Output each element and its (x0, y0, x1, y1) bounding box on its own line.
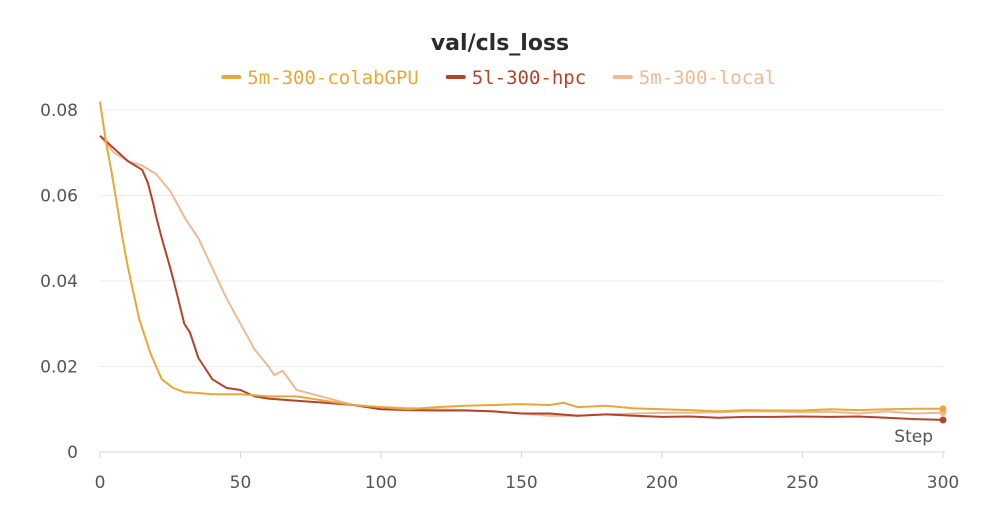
series-end-point (939, 405, 947, 413)
legend: 5m-300-colabGPU 5l-300-hpc 5m-300-local (221, 67, 776, 89)
x-tick-label: 200 (646, 473, 678, 493)
x-axis-label: Step (894, 427, 933, 447)
y-tick-label: 0.02 (40, 358, 78, 378)
series-line-5m-300-local (99, 135, 944, 417)
y-tick-label: 0.06 (40, 187, 78, 207)
x-tick-label: 150 (505, 473, 537, 493)
y-tick-label: 0.08 (40, 101, 78, 121)
series-line-5m-300-colabGPU (99, 101, 943, 413)
legend-label: 5m-300-local (639, 67, 776, 89)
y-axis-ticks: 0 0.02 0.04 0.06 0.08 (40, 101, 78, 463)
y-tick-label: 0 (67, 443, 78, 463)
x-tick-label: 0 (95, 473, 106, 493)
chart-title: val/cls_loss (431, 31, 569, 56)
series-line-5l-300-hpc (99, 134, 944, 421)
legend-label: 5l-300-hpc (472, 67, 586, 89)
series-end-point (939, 416, 947, 424)
grid-lines (100, 109, 943, 367)
x-tick-label: 100 (365, 473, 397, 493)
x-tick-label: 300 (927, 473, 959, 493)
x-tick-label: 50 (230, 473, 252, 493)
x-axis-ticks: 0 50 100 150 200 250 300 (95, 452, 959, 493)
series-lines (99, 101, 947, 424)
x-tick-label: 250 (786, 473, 818, 493)
legend-label: 5m-300-colabGPU (247, 67, 419, 89)
y-tick-label: 0.04 (40, 272, 78, 292)
